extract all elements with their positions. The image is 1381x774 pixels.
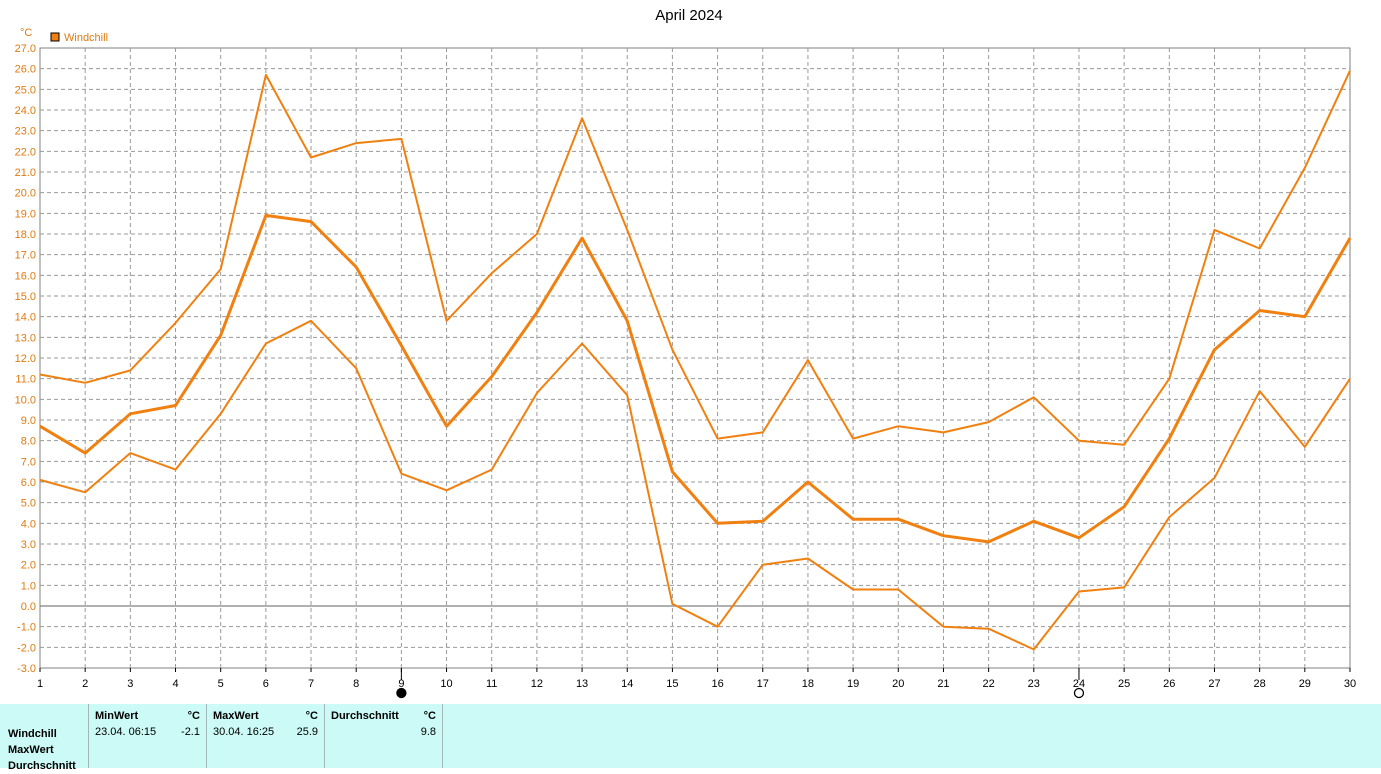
x-tick-label: 30 — [1344, 678, 1356, 690]
full-moon-icon — [1073, 687, 1085, 699]
max-unit: °C — [305, 710, 318, 722]
y-tick-label: 20.0 — [15, 188, 36, 200]
x-tick-label: 5 — [218, 678, 224, 690]
stats-row-label: Windchill — [8, 728, 57, 740]
x-tick-label: 6 — [263, 678, 269, 690]
x-tick-label: 20 — [892, 678, 904, 690]
y-tick-label: 9.0 — [21, 415, 36, 427]
y-tick-label: 14.0 — [15, 312, 36, 324]
x-tick-label: 9 — [398, 678, 404, 690]
new-moon-icon — [396, 687, 407, 699]
x-axis: 1 2 3 4 5 6 7 8 9 10 11 12 13 14 15 16 17 18 19 20 21 22 23 24 2… — [37, 668, 1356, 690]
series-line-min — [39, 319, 1351, 651]
y-tick-label: 8.0 — [21, 436, 36, 448]
grid — [39, 47, 1351, 669]
x-tick-label: 24 — [1073, 678, 1085, 690]
y-tick-label: 12.0 — [15, 353, 36, 365]
y-tick-label: 10.0 — [15, 394, 36, 406]
y-tick-label: 1.0 — [21, 580, 36, 592]
legend-label-windchill: Windchill — [64, 32, 108, 44]
x-tick-label: 10 — [440, 678, 452, 690]
statistics-panel: Windchill MaxWert Durchschnitt MinWert °… — [0, 704, 1381, 772]
min-date: 23.04. 06:15 — [95, 726, 157, 738]
chart-title: April 2024 — [655, 7, 723, 24]
y-tick-label: 15.0 — [15, 291, 36, 303]
windchill-chart: April 2024 °C Windchill -3.0 -2.0 -1.0 0.0 1… — [15, 7, 1356, 699]
y-tick-label: 21.0 — [15, 167, 36, 179]
y-axis-unit: °C — [20, 27, 32, 39]
y-tick-label: 13.0 — [15, 332, 36, 344]
min-unit: °C — [187, 710, 200, 722]
y-tick-label: 18.0 — [15, 229, 36, 241]
x-tick-label: 17 — [757, 678, 769, 690]
moon-markers — [396, 668, 1085, 699]
x-tick-label: 8 — [353, 678, 359, 690]
y-axis: -3.0 -2.0 -1.0 0.0 1.0 2.0 3.0 4.0 5.0 6.0 7.0 8.0 9… — [15, 43, 36, 675]
stats-row-label: MaxWert — [8, 744, 54, 756]
min-value: -2.1 — [181, 726, 200, 738]
y-tick-label: 11.0 — [15, 374, 36, 386]
x-tick-label: 13 — [576, 678, 588, 690]
x-tick-label: 29 — [1299, 678, 1311, 690]
max-header: MaxWert — [213, 710, 259, 722]
legend: Windchill — [50, 32, 108, 44]
y-tick-label: 22.0 — [15, 146, 36, 158]
x-tick-label: 25 — [1118, 678, 1130, 690]
stats-row-label: Durchschnitt — [8, 760, 76, 772]
x-tick-label: 21 — [937, 678, 949, 690]
y-tick-label: 4.0 — [21, 518, 36, 530]
series-line-average — [39, 213, 1352, 544]
x-tick-label: 4 — [172, 678, 178, 690]
avg-header: Durchschnitt — [331, 710, 399, 722]
x-tick-label: 23 — [1028, 678, 1040, 690]
x-tick-label: 22 — [982, 678, 994, 690]
series-lines — [39, 70, 1352, 651]
y-tick-label: 7.0 — [21, 456, 36, 468]
y-tick-label: 24.0 — [15, 105, 36, 117]
series-line-max — [39, 70, 1351, 446]
x-tick-label: 15 — [666, 678, 678, 690]
y-tick-label: 16.0 — [15, 270, 36, 282]
x-tick-label: 18 — [802, 678, 814, 690]
y-tick-label: 19.0 — [15, 208, 36, 220]
min-column: MinWert °C 23.04. 06:15 -2.1 — [88, 704, 207, 768]
y-tick-label: 3.0 — [21, 539, 36, 551]
y-tick-label: -1.0 — [17, 622, 36, 634]
y-tick-label: -3.0 — [17, 663, 36, 675]
stats-row-labels: Windchill MaxWert Durchschnitt — [8, 726, 76, 774]
y-tick-label: -2.0 — [17, 642, 36, 654]
y-tick-label: 23.0 — [15, 126, 36, 138]
max-value: 25.9 — [296, 726, 318, 738]
max-column: MaxWert °C 30.04. 16:25 25.9 — [206, 704, 325, 768]
y-tick-label: 27.0 — [15, 43, 36, 55]
y-tick-label: 17.0 — [15, 250, 36, 262]
avg-value: 9.8 — [420, 726, 436, 738]
x-tick-label: 16 — [711, 678, 723, 690]
x-tick-label: 3 — [127, 678, 133, 690]
avg-unit: °C — [423, 710, 436, 722]
min-header: MinWert — [95, 710, 139, 722]
max-date: 30.04. 16:25 — [213, 726, 275, 738]
x-tick-label: 2 — [82, 678, 88, 690]
y-tick-label: 5.0 — [21, 498, 36, 510]
x-tick-label: 28 — [1254, 678, 1266, 690]
x-tick-label: 1 — [37, 678, 43, 690]
y-tick-label: 0.0 — [21, 601, 36, 613]
y-tick-label: 6.0 — [21, 477, 36, 489]
x-tick-label: 19 — [847, 678, 859, 690]
x-tick-label: 11 — [486, 678, 497, 690]
x-tick-label: 12 — [531, 678, 543, 690]
avg-column: Durchschnitt °C 9.8 — [324, 704, 443, 768]
x-tick-label: 7 — [308, 678, 314, 690]
x-tick-label: 14 — [621, 678, 633, 690]
y-tick-label: 26.0 — [15, 64, 36, 76]
x-tick-label: 27 — [1208, 678, 1220, 690]
legend-swatch — [50, 32, 60, 42]
x-tick-label: 26 — [1163, 678, 1175, 690]
y-tick-label: 2.0 — [21, 560, 36, 572]
y-tick-label: 25.0 — [15, 84, 36, 96]
